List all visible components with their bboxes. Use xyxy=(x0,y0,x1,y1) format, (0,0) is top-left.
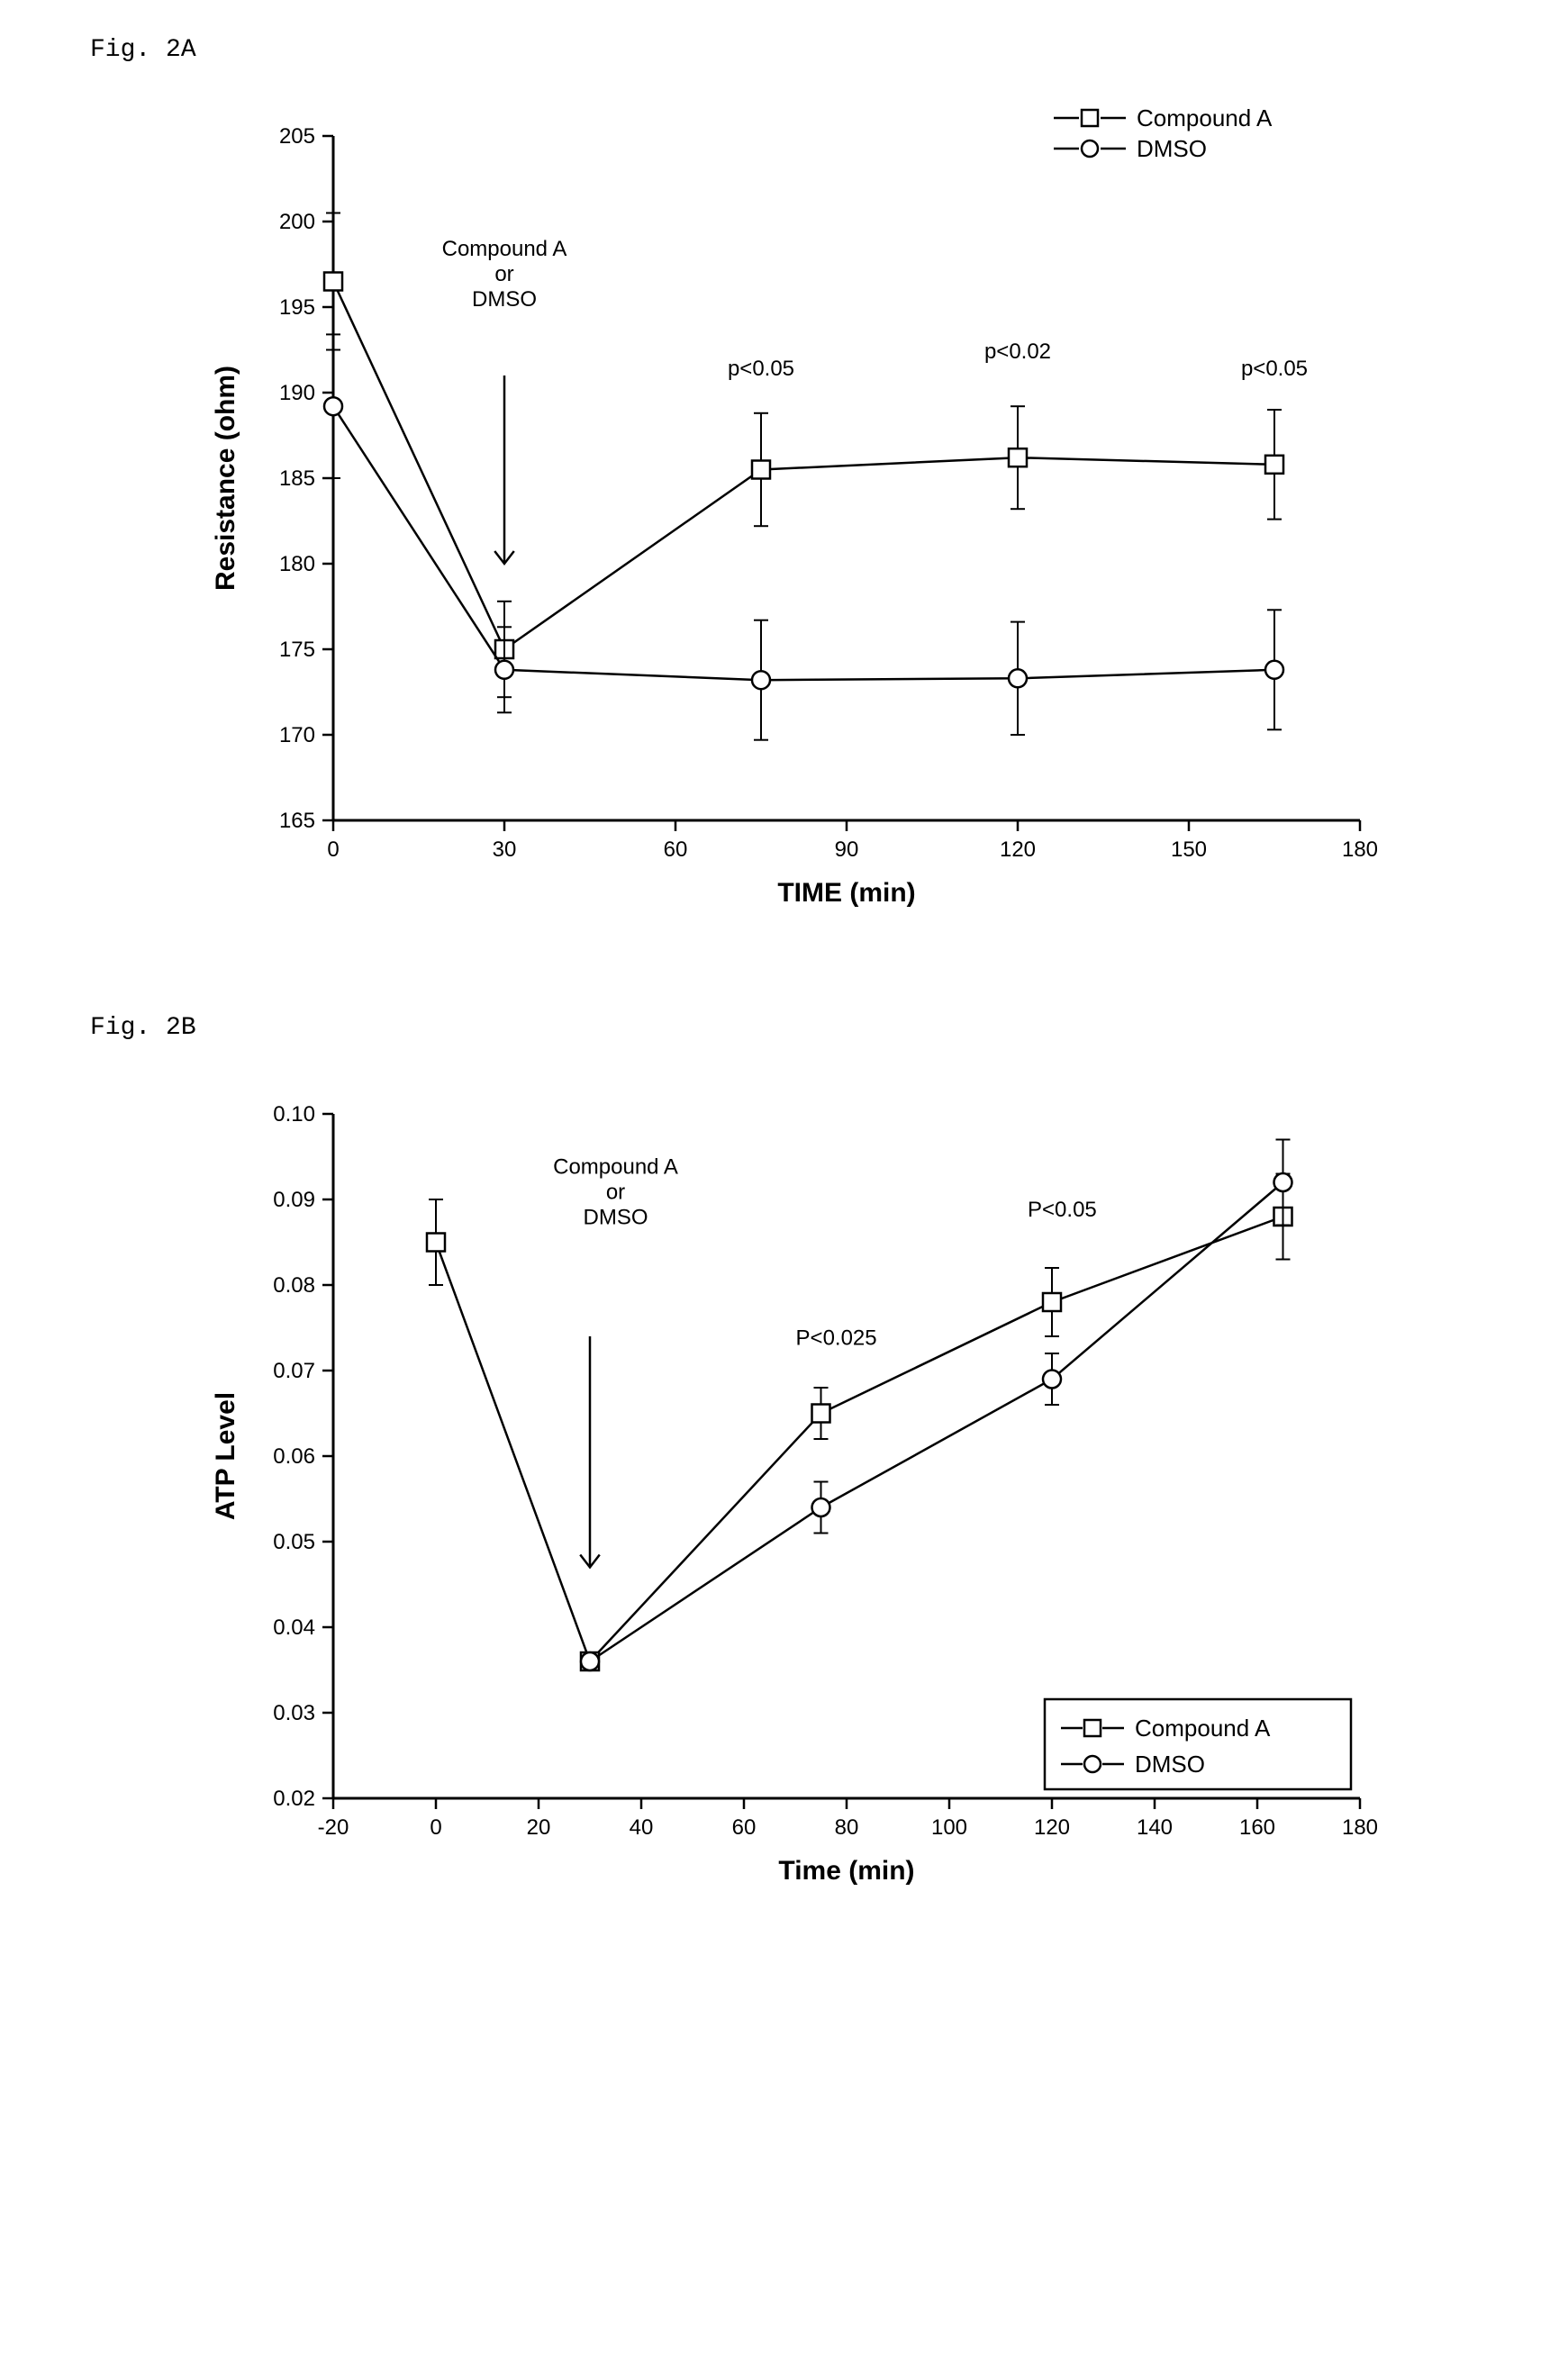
svg-text:Compound A: Compound A xyxy=(1137,104,1273,131)
svg-text:165: 165 xyxy=(279,809,315,833)
svg-text:0.03: 0.03 xyxy=(273,1701,315,1725)
svg-text:160: 160 xyxy=(1239,1815,1275,1840)
svg-text:Resistance (ohm): Resistance (ohm) xyxy=(211,366,240,591)
svg-text:180: 180 xyxy=(279,552,315,576)
figure-a-label: Fig. 2A xyxy=(90,36,1532,64)
svg-text:0.10: 0.10 xyxy=(273,1102,315,1127)
svg-text:90: 90 xyxy=(835,837,859,862)
svg-text:or: or xyxy=(494,262,513,286)
figure-b-chart: 0.02 0.03 0.04 0.05 0.06 0.07 0.08 0.09 0.10 -20 0… xyxy=(198,1060,1532,1920)
figure-b-label: Fig. 2B xyxy=(90,1014,1532,1042)
svg-text:60: 60 xyxy=(732,1815,757,1840)
svg-text:0.07: 0.07 xyxy=(273,1359,315,1383)
svg-text:150: 150 xyxy=(1171,837,1207,862)
svg-text:P<0.025: P<0.025 xyxy=(796,1326,877,1351)
svg-text:170: 170 xyxy=(279,723,315,747)
svg-text:P<0.05: P<0.05 xyxy=(1028,1198,1097,1222)
svg-text:0.02: 0.02 xyxy=(273,1787,315,1811)
svg-text:80: 80 xyxy=(835,1815,859,1840)
svg-text:DMSO: DMSO xyxy=(584,1206,648,1230)
svg-text:Compound A: Compound A xyxy=(553,1155,678,1180)
svg-text:120: 120 xyxy=(1034,1815,1070,1840)
svg-text:60: 60 xyxy=(664,837,688,862)
svg-text:DMSO: DMSO xyxy=(1137,135,1207,162)
svg-text:p<0.05: p<0.05 xyxy=(728,357,794,381)
svg-text:30: 30 xyxy=(493,837,517,862)
svg-text:Time (min): Time (min) xyxy=(778,1856,914,1886)
svg-text:120: 120 xyxy=(1000,837,1036,862)
svg-text:0.08: 0.08 xyxy=(273,1273,315,1298)
svg-text:100: 100 xyxy=(931,1815,967,1840)
svg-text:0.09: 0.09 xyxy=(273,1188,315,1212)
svg-text:175: 175 xyxy=(279,638,315,662)
svg-text:0.04: 0.04 xyxy=(273,1615,315,1640)
svg-text:180: 180 xyxy=(1342,837,1378,862)
svg-text:185: 185 xyxy=(279,466,315,491)
svg-text:195: 195 xyxy=(279,295,315,320)
svg-text:p<0.02: p<0.02 xyxy=(984,339,1051,364)
svg-text:Compound A: Compound A xyxy=(442,237,567,261)
svg-text:p<0.05: p<0.05 xyxy=(1241,357,1308,381)
svg-text:0: 0 xyxy=(430,1815,441,1840)
svg-text:Compound A: Compound A xyxy=(1135,1715,1271,1742)
svg-text:DMSO: DMSO xyxy=(472,287,537,312)
svg-text:205: 205 xyxy=(279,124,315,149)
svg-text:190: 190 xyxy=(279,381,315,405)
svg-text:40: 40 xyxy=(630,1815,654,1840)
svg-text:DMSO: DMSO xyxy=(1135,1751,1205,1778)
svg-text:-20: -20 xyxy=(318,1815,349,1840)
svg-text:0: 0 xyxy=(327,837,339,862)
svg-text:180: 180 xyxy=(1342,1815,1378,1840)
svg-text:or: or xyxy=(606,1181,625,1205)
svg-text:200: 200 xyxy=(279,210,315,234)
svg-text:20: 20 xyxy=(527,1815,551,1840)
svg-text:TIME (min): TIME (min) xyxy=(777,878,915,908)
svg-text:0.05: 0.05 xyxy=(273,1530,315,1554)
svg-text:ATP Level: ATP Level xyxy=(211,1392,240,1520)
figure-a-chart: 165 170 175 180 185 190 195 200 205 0 30 60 90 120 150… xyxy=(198,82,1532,942)
svg-text:0.06: 0.06 xyxy=(273,1444,315,1469)
svg-text:140: 140 xyxy=(1137,1815,1173,1840)
